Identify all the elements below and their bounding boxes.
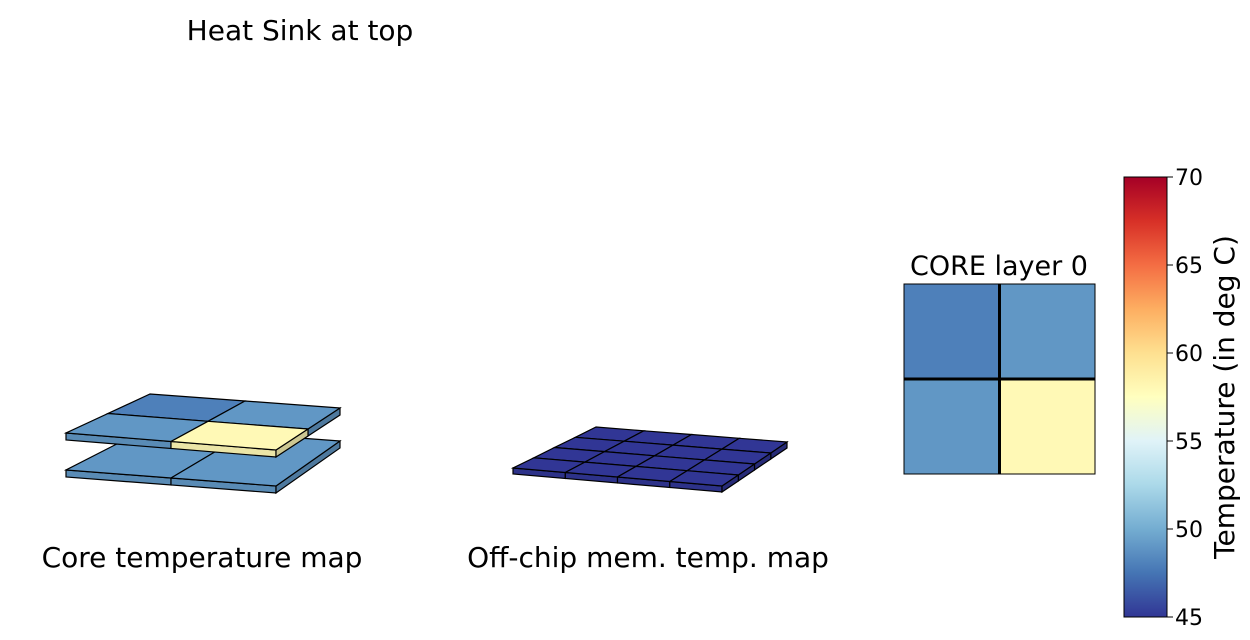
colorbar-tick-label: 60 [1175, 342, 1203, 367]
colorbar-body [1123, 176, 1168, 618]
colorbar-tick-label: 65 [1175, 254, 1203, 279]
core-top-layer-cell [168, 420, 310, 451]
layer-title: CORE layer 0 [910, 251, 1088, 282]
colorbar-tick-label: 55 [1175, 430, 1203, 455]
core-layer-heatmap [903, 283, 1096, 475]
core-caption: Core temperature map [42, 541, 363, 574]
colorbar-tick-label: 50 [1175, 518, 1203, 543]
core-bottom-layer-cell [169, 433, 342, 487]
core-3d-map [63, 393, 342, 495]
layer-heatmap-cell [904, 284, 1000, 379]
mem-3d-map [510, 426, 789, 494]
layer-heatmap-cell [999, 379, 1095, 474]
colorbar-label: Temperature (in deg C) [1208, 235, 1241, 560]
colorbar-tick-label: 70 [1175, 166, 1203, 191]
mem-caption: Off-chip mem. temp. map [467, 541, 829, 574]
layer-heatmap-cell [999, 284, 1095, 379]
mem-layer-cell [667, 470, 741, 487]
colorbar-tick-label: 45 [1175, 606, 1203, 631]
colorbar: 45 50 55 60 65 70 [1123, 166, 1203, 631]
figure-title: Heat Sink at top [187, 14, 414, 47]
layer-heatmap-cell [904, 379, 1000, 474]
